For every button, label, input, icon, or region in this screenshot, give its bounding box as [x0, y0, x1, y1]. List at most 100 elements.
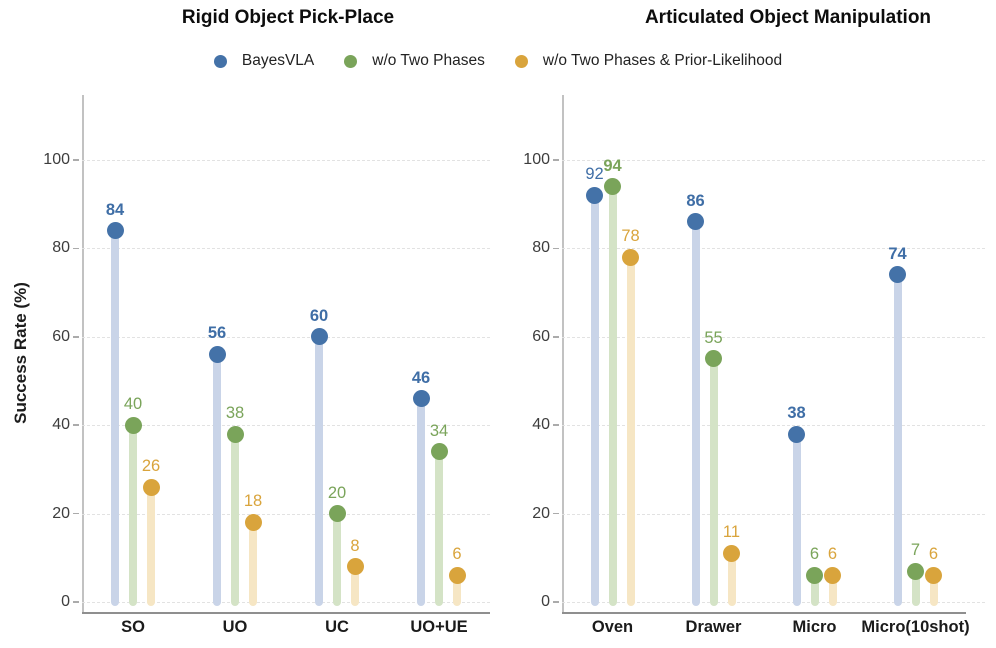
gridline	[82, 513, 490, 515]
value-label: 38	[787, 404, 806, 423]
lollipop-dot	[586, 186, 603, 204]
right-panel-title: Articulated Object Manipulation	[644, 7, 932, 28]
y-tick-label: 60	[52, 327, 70, 345]
y-tick-mark	[553, 512, 559, 515]
y-tick-mark	[553, 336, 559, 338]
value-label: 92	[585, 165, 604, 184]
y-tick-label: 20	[532, 504, 550, 522]
lollipop-stem	[709, 358, 718, 606]
lollipop-dot	[244, 513, 262, 531]
gridline	[562, 425, 985, 427]
value-label: 6	[809, 545, 820, 564]
lollipop-dot	[788, 425, 805, 443]
y-tick-mark	[73, 512, 79, 515]
gridline	[82, 602, 490, 603]
lollipop-stem	[727, 553, 736, 606]
lollipop-stem	[315, 336, 323, 606]
lollipop-stem	[929, 575, 938, 606]
y-axis-line	[82, 95, 84, 612]
value-label: 6	[452, 545, 462, 564]
y-tick-mark	[73, 247, 79, 250]
value-label: 11	[722, 523, 741, 542]
lollipop-stem	[435, 451, 443, 606]
legend-dot-icon	[213, 54, 227, 68]
value-label: 26	[141, 457, 161, 476]
y-tick-label: 100	[43, 151, 70, 168]
category-label: UC	[325, 618, 349, 636]
gridline	[82, 248, 490, 250]
y-tick-label: 80	[532, 239, 550, 257]
gridline	[82, 336, 490, 338]
lollipop-stem	[893, 274, 902, 606]
lollipop-dot	[907, 562, 924, 580]
y-tick-label: 60	[532, 327, 550, 345]
value-label: 8	[350, 536, 360, 555]
value-label: 55	[704, 328, 723, 347]
gridline	[562, 160, 985, 161]
lollipop-dot	[448, 566, 466, 584]
category-label: Micro	[792, 618, 837, 636]
lollipop-stem	[691, 221, 700, 606]
gridline	[82, 160, 490, 161]
value-label: 34	[429, 421, 449, 440]
lollipop-stem	[453, 575, 461, 606]
lollipop-dot	[705, 350, 722, 368]
y-tick-mark	[553, 159, 559, 161]
legend: BayesVLA w/o Two Phases w/o Two Phases & P…	[0, 52, 996, 70]
lollipop-dot	[142, 478, 160, 496]
gridline	[82, 425, 490, 427]
category-label: Micro(10shot)	[861, 618, 970, 636]
y-tick-mark	[73, 159, 79, 161]
y-tick-mark	[73, 601, 79, 603]
value-label: 86	[686, 191, 705, 210]
y-axis-label: Success Rate (%)	[11, 282, 30, 424]
legend-item: w/o Two Phases	[344, 52, 485, 70]
lollipop-stem	[333, 513, 341, 606]
right-panel: 0 20 40 60 80 100 Oven Drawer Micro Micro(10shot)…	[523, 95, 985, 636]
lollipop-stem	[608, 186, 617, 606]
lollipop-stem	[828, 575, 837, 606]
category-label: Drawer	[685, 618, 742, 636]
y-tick-label: 0	[61, 593, 70, 610]
lollipop-stem	[590, 195, 599, 606]
lollipop-dot	[208, 345, 226, 363]
value-label: 6	[928, 545, 939, 564]
y-tick-mark	[73, 424, 79, 426]
y-tick-label: 80	[52, 239, 70, 257]
y-axis-line	[562, 95, 564, 612]
value-label: 20	[327, 483, 347, 502]
y-tick-mark	[553, 424, 559, 426]
value-label: 40	[123, 395, 143, 414]
lollipop-stem	[129, 425, 137, 606]
lollipop-stem	[111, 230, 119, 606]
lollipop-dot	[824, 566, 841, 584]
value-label: 6	[827, 545, 838, 564]
value-label: 60	[309, 306, 329, 325]
lollipop-stem	[147, 487, 155, 606]
lollipop-dot	[106, 222, 124, 240]
left-panel-title: Rigid Object Pick-Place	[181, 7, 395, 28]
value-label: 46	[411, 368, 431, 387]
lollipop-dot	[346, 558, 364, 576]
lollipop-dot	[310, 328, 328, 346]
gridline	[562, 513, 985, 515]
legend-label: w/o Two Phases	[372, 52, 485, 69]
lollipop-dot	[622, 248, 639, 266]
lollipop-stem	[249, 522, 257, 606]
lollipop-dot	[604, 178, 621, 196]
category-label: UO+UE	[410, 618, 468, 636]
legend-label: w/o Two Phases & Prior-Likelihood	[542, 52, 783, 69]
lollipop-stem	[351, 566, 359, 606]
gridline	[562, 336, 985, 338]
lollipop-dot	[687, 213, 704, 231]
value-label: 78	[621, 227, 640, 246]
lollipop-dot	[925, 566, 942, 584]
value-label: 38	[225, 404, 245, 423]
lollipop-dot	[723, 544, 740, 562]
lollipop-stem	[626, 257, 635, 606]
lollipop-dot	[430, 443, 448, 461]
y-tick-mark	[553, 247, 559, 250]
y-tick-mark	[73, 336, 79, 338]
lollipop-stem	[911, 571, 920, 606]
legend-dot-icon	[344, 54, 358, 68]
